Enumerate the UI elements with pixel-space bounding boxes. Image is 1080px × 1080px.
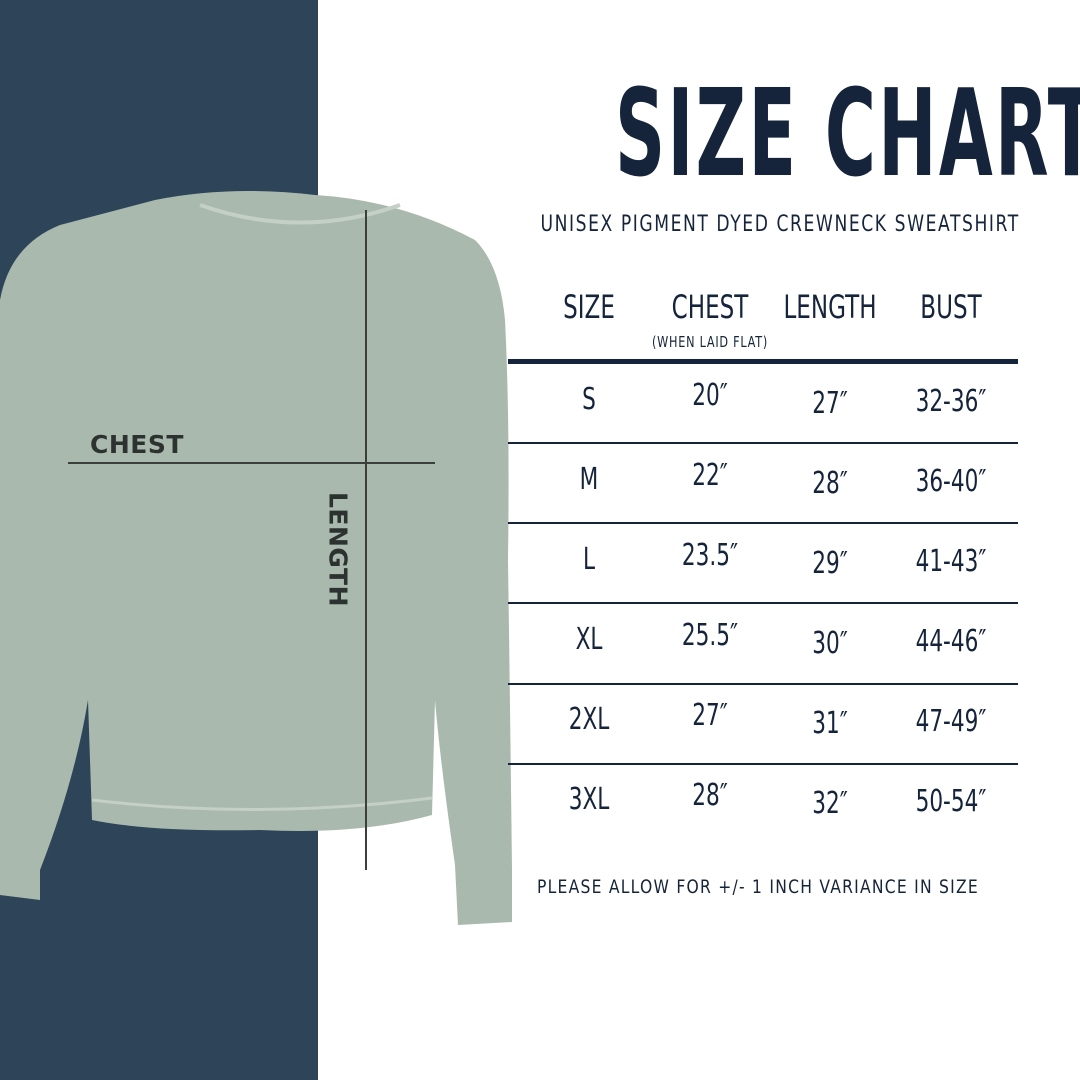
sweatshirt-illustration: [0, 191, 512, 925]
cell-size: 2XL: [568, 702, 610, 737]
row-divider: [508, 763, 1018, 765]
row-divider: [508, 683, 1018, 685]
chest-label: CHEST: [90, 430, 184, 459]
cell-chest: 28″: [692, 778, 728, 813]
sweatshirt-body: [0, 191, 512, 925]
chest-note: (WHEN LAID FLAT): [652, 333, 768, 351]
cell-size: 3XL: [568, 782, 610, 817]
cell-length: 30″: [812, 626, 848, 661]
cell-chest: 25.5″: [681, 618, 739, 653]
variance-note: PLEASE ALLOW FOR +/- 1 INCH VARIANCE IN …: [537, 876, 979, 898]
cell-bust: 50-54″: [915, 784, 987, 819]
cell-length: 32″: [812, 786, 848, 821]
cell-chest: 22″: [692, 458, 728, 493]
cell-size: XL: [575, 622, 603, 657]
header-size: SIZE: [563, 288, 615, 326]
header-divider: [508, 359, 1018, 364]
header-length: LENGTH: [783, 288, 877, 326]
cell-length: 29″: [812, 546, 848, 581]
cell-chest: 23.5″: [681, 538, 739, 573]
cell-bust: 32-36″: [915, 384, 987, 419]
cell-size: L: [582, 542, 596, 577]
header-chest: CHEST: [671, 288, 749, 326]
cell-length: 31″: [812, 706, 848, 741]
row-divider: [508, 522, 1018, 524]
cell-size: S: [582, 382, 596, 417]
cell-size: M: [579, 462, 599, 497]
subtitle: UNISEX PIGMENT DYED CREWNECK SWEATSHIRT: [540, 212, 1020, 237]
cell-chest: 20″: [692, 378, 728, 413]
cell-length: 27″: [812, 386, 848, 421]
row-divider: [508, 602, 1018, 604]
header-bust: BUST: [920, 288, 982, 326]
length-label: LENGTH: [323, 492, 353, 607]
cell-bust: 41-43″: [915, 544, 987, 579]
cell-bust: 44-46″: [915, 624, 987, 659]
row-divider: [508, 442, 1018, 444]
cell-bust: 36-40″: [915, 464, 987, 499]
cell-length: 28″: [812, 466, 848, 501]
cell-bust: 47-49″: [915, 704, 987, 739]
cell-chest: 27″: [692, 698, 728, 733]
page-title: SIZE CHART: [615, 65, 1080, 204]
